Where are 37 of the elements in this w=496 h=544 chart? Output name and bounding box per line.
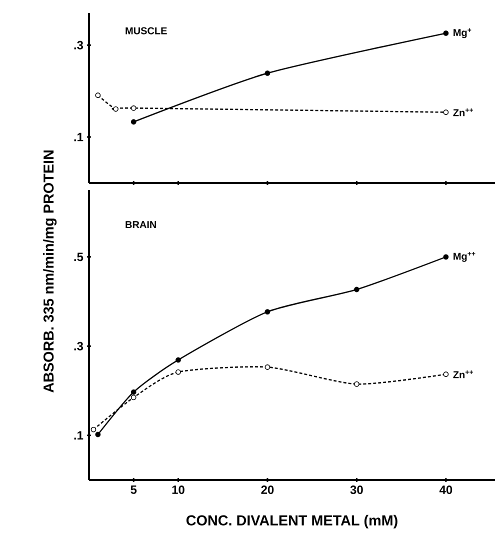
x-axis-title: CONC. DIVALENT METAL (mM) [186,514,398,528]
series-label: Zn$^{++}$ [453,108,474,116]
point [95,432,101,438]
x-tick-label: 10 [172,486,184,494]
series-label: Mg$^{+}$ [454,28,472,38]
point [130,105,136,111]
x-tick-label: 30 [350,486,363,494]
point [443,254,449,260]
point [354,381,360,387]
y-tick-label: .3 [74,40,84,50]
point [113,106,118,112]
series-label: Zn$^{++}$ [453,370,474,378]
point [443,372,449,377]
point [95,92,101,98]
point [130,119,136,125]
series-label: Mg$^{++}$ [454,252,476,262]
text: BRAIN [126,221,156,228]
point [264,70,270,76]
y-tick-label: .1 [74,431,84,440]
y-tick-label: .3 [74,342,84,350]
y-axis-title: ABSORB. 335 nm/min/mg PROTEIN [43,150,57,392]
y-tick-label: .5 [74,252,84,262]
point [130,389,136,395]
point [354,286,360,292]
point [264,364,270,370]
point [176,369,181,375]
point [90,426,96,432]
text: MUSCLE [126,27,167,34]
point [176,357,181,363]
point [443,30,449,36]
x-tick-label: 5 [130,486,137,494]
point [264,309,270,314]
x-tick-label: 20 [261,486,274,494]
point [130,394,136,400]
y-tick-label: .1 [74,132,84,142]
point [443,110,449,115]
x-tick-label: 40 [439,486,452,494]
